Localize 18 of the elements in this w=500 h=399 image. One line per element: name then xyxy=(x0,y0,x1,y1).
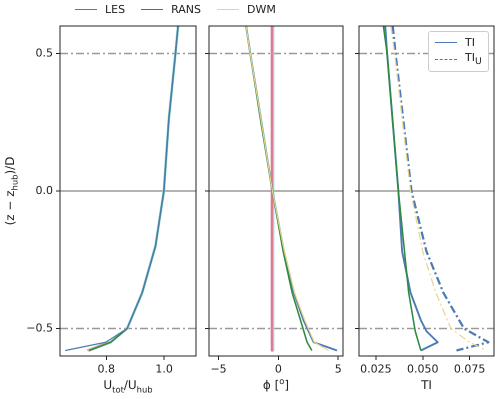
x-tick-label: 0.050 xyxy=(407,362,438,376)
x-tick-label: −5 xyxy=(210,362,227,376)
x-tick-label: 5 xyxy=(334,362,342,376)
legend-label: LES xyxy=(105,3,126,16)
legend-label: RANS xyxy=(171,3,201,16)
x-tick-label: 0 xyxy=(274,362,282,376)
legend-label: TI xyxy=(465,36,475,49)
y-tick-label: −0.5 xyxy=(26,321,53,334)
x-tick-label: 0.8 xyxy=(98,362,116,376)
x-tick-label: 0.075 xyxy=(454,362,486,376)
y-tick-label: 0.0 xyxy=(36,184,53,197)
x-tick-label: 0.025 xyxy=(360,362,392,376)
y-tick-label: 0.5 xyxy=(36,46,53,60)
legend-label: DWM xyxy=(247,3,276,16)
y-axis-title: (z − zhub)/D xyxy=(3,156,20,226)
legend-label: TI$_{U}$ xyxy=(465,51,482,68)
x-tick-label: 1.0 xyxy=(155,362,173,376)
x-axis-title: TI xyxy=(420,378,432,392)
